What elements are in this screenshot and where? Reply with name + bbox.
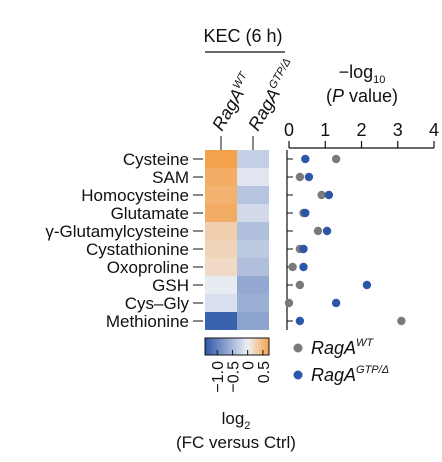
heatmap-cell [237, 168, 269, 186]
heatmap-cell [205, 168, 237, 186]
row-label: SAM [152, 168, 189, 187]
heatmap-cell [237, 312, 269, 330]
row-label: Cysteine [123, 150, 189, 169]
dotplot-point [288, 262, 297, 272]
heatmap [205, 136, 269, 330]
heatmap-cell [237, 204, 269, 222]
dotplot-point [362, 280, 372, 290]
colorbar-tick-label: −0.5 [225, 361, 242, 393]
row-label: GSH [152, 276, 189, 295]
dotplot-point [322, 226, 332, 236]
heatmap-cell [237, 222, 269, 240]
dotplot-x-tick-label: 4 [429, 120, 439, 140]
colorbar-label-line2: (FC versus Ctrl) [176, 433, 296, 452]
dotplot-axis-title-line1: −log10 [339, 62, 386, 86]
dotplot-x-tick-label: 3 [393, 120, 403, 140]
dotplot-point [299, 262, 308, 272]
dotplot-point [324, 190, 334, 200]
dotplot-x-tick-label: 1 [320, 120, 330, 140]
heatmap-cell [237, 294, 269, 312]
row-label: Cystathionine [86, 240, 189, 259]
dotplot-point [397, 316, 406, 326]
row-label: γ-Glutamylcysteine [45, 222, 189, 241]
heatmap-cell [237, 150, 269, 168]
legend-label: RagAWT [311, 337, 374, 358]
dotplot-point [301, 154, 310, 164]
dotplot-point [295, 172, 305, 182]
heatmap-cell [205, 258, 237, 276]
dotplot-x-tick-label: 0 [284, 120, 294, 140]
colorbar-label-line1: log2 [222, 409, 251, 432]
dotplot-point [304, 172, 314, 182]
heatmap-cell [205, 240, 237, 258]
heatmap-cell [205, 312, 237, 330]
row-label: Cys–Gly [125, 294, 190, 313]
heatmap-cell [237, 240, 269, 258]
group-title: KEC (6 h) [203, 26, 282, 46]
dotplot-point [284, 298, 294, 308]
heatmap-cell [205, 150, 237, 168]
dotplot-point [317, 190, 326, 200]
heatmap-cell [205, 276, 237, 294]
dotplot-point [295, 316, 305, 326]
heatmap-cell [237, 258, 269, 276]
row-label: Glutamate [111, 204, 189, 223]
colorbar: −1.0−0.500.5 [204, 337, 273, 393]
row-label: Methionine [106, 312, 189, 331]
heatmap-cell [205, 294, 237, 312]
dotplot-axis-title-line2: (P value) [326, 86, 398, 106]
heatmap-cell [205, 186, 237, 204]
dotplot-point [301, 208, 310, 218]
heatmap-cell [237, 186, 269, 204]
colorbar-tick-label: 0 [241, 361, 258, 370]
row-labels: CysteineSAMHomocysteineGlutamateγ-Glutam… [45, 150, 203, 331]
legend-label: RagAGTP/Δ [311, 364, 389, 385]
colorbar-tick-label: 0.5 [256, 361, 273, 383]
legend-marker [293, 343, 303, 353]
colorbar-gradient [204, 337, 270, 356]
dotplot-point [313, 226, 323, 236]
heatmap-cell [237, 276, 269, 294]
dotplot-point [331, 298, 341, 308]
dotplot-point [331, 154, 341, 164]
dotplot-x-tick-label: 2 [356, 120, 366, 140]
dotplot-point [295, 280, 305, 290]
colorbar-tick-label: −1.0 [210, 361, 227, 393]
row-label: Homocysteine [81, 186, 189, 205]
dotplot: 0 1 2 3 4 [284, 120, 439, 330]
row-label: Oxoproline [107, 258, 189, 277]
heatmap-cell [205, 204, 237, 222]
legend-marker [293, 370, 303, 380]
dotplot-point [299, 244, 308, 254]
heatmap-cell [205, 222, 237, 240]
legend: RagAWT RagAGTP/Δ [293, 337, 389, 385]
